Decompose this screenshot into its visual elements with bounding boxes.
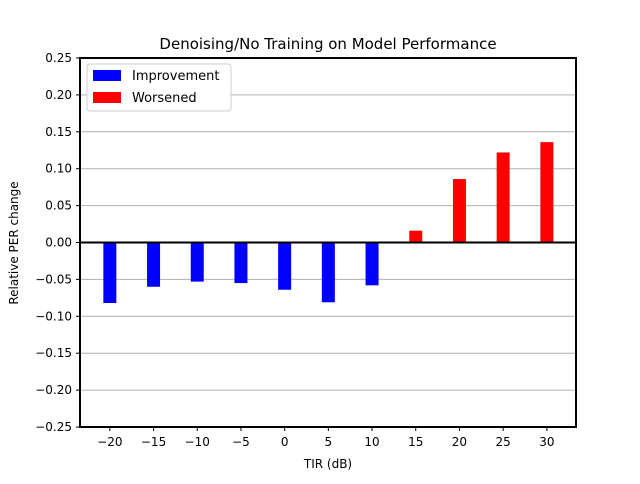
bar [365,242,379,286]
y-tick-label: −0.10 [35,309,72,323]
x-axis-title: TIR (dB) [303,457,352,471]
y-tick-label: −0.15 [35,346,72,360]
y-tick-label: 0.20 [45,88,72,102]
y-tick-label: 0.00 [45,236,72,250]
x-tick-label: 25 [496,435,511,449]
bars [103,142,554,304]
bar [234,242,248,284]
legend-swatch [93,70,121,81]
bar [452,179,466,243]
legend-label: Worsened [132,91,197,106]
bar [496,152,510,243]
x-tick-label: 0 [281,435,289,449]
bar [103,242,117,304]
chart-title: Denoising/No Training on Model Performan… [159,35,496,53]
x-tick-label: −20 [97,435,122,449]
y-tick-label: 0.05 [45,199,72,213]
y-tick-label: −0.05 [35,272,72,286]
y-tick-label: −0.25 [35,420,72,434]
y-tick-label: −0.20 [35,383,72,397]
legend-box [86,63,232,112]
bar [147,242,161,287]
y-tick-label: 0.25 [45,51,72,65]
x-tick-label: −15 [141,435,166,449]
legend: Improvement Worsened [86,63,232,112]
legend-swatch [93,92,121,103]
x-tick-label: −10 [185,435,210,449]
y-axis: −0.25 −0.20 −0.15 −0.10 −0.05 0.00 0.05 0.10 0.1… [35,51,80,434]
bar [190,242,204,282]
y-tick-label: 0.15 [45,125,72,139]
x-tick-label: 30 [539,435,554,449]
bar [321,242,335,303]
x-tick-label: 10 [364,435,379,449]
bar [409,230,423,243]
y-axis-title: Relative PER change [7,181,21,304]
legend-label: Improvement [132,69,219,84]
bar [540,142,554,243]
bar [278,242,292,290]
x-tick-label: 20 [452,435,467,449]
x-axis: −20 −15 −10 −5 0 5 10 15 20 25 30 [97,427,554,449]
x-tick-label: 5 [325,435,333,449]
x-tick-label: −5 [232,435,250,449]
y-tick-label: 0.10 [45,162,72,176]
x-tick-label: 15 [408,435,423,449]
